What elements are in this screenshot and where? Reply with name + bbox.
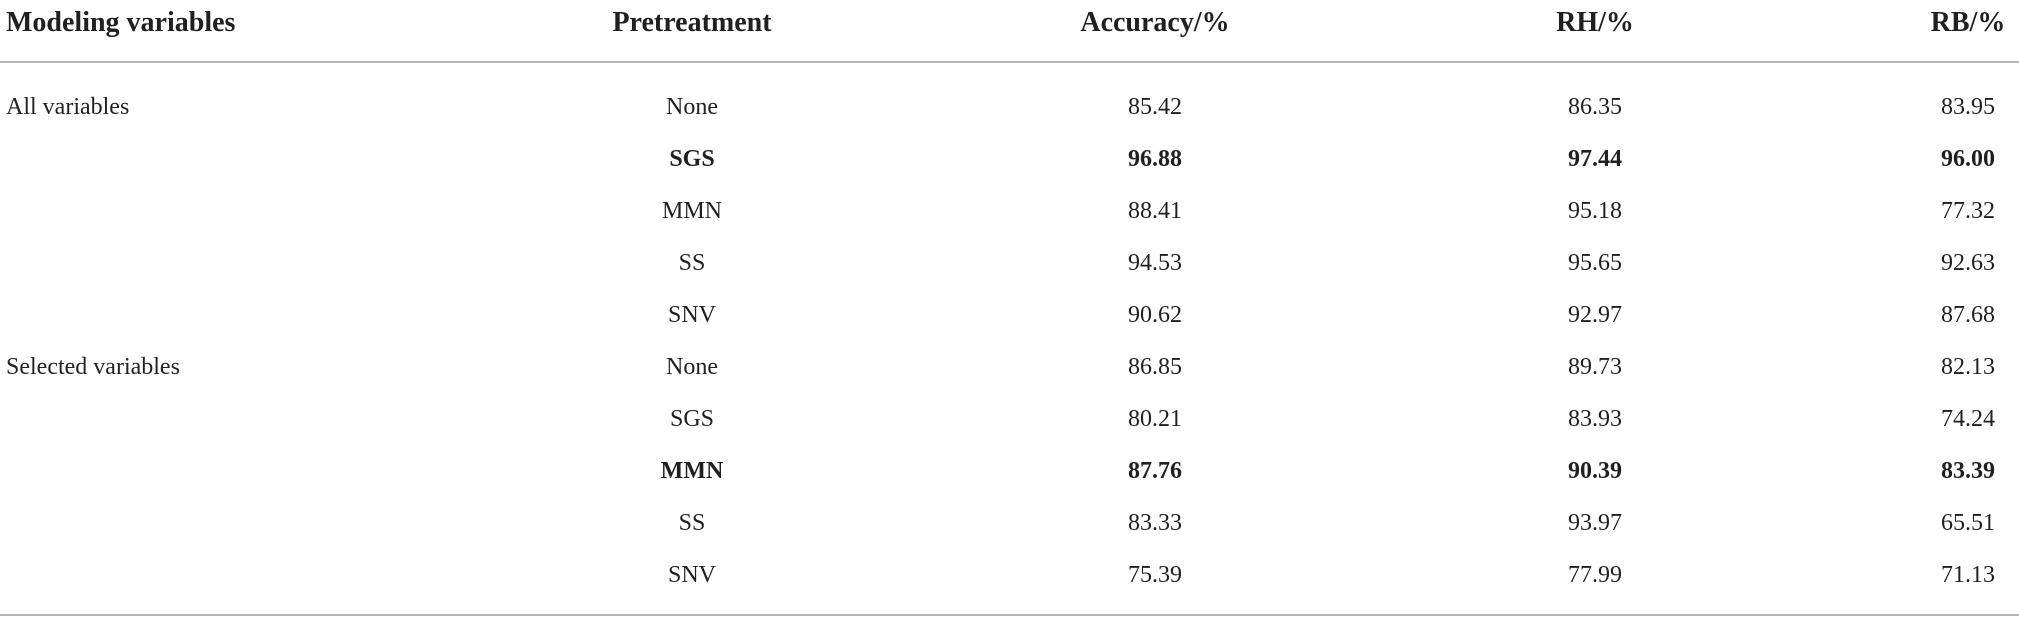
group-cell: All variables	[6, 94, 130, 120]
accuracy-cell: 83.33	[1128, 510, 1182, 536]
rh-cell: 92.97	[1568, 302, 1622, 328]
header-cell: RB/%	[1930, 7, 2006, 38]
rh-cell: 97.44	[1568, 146, 1622, 172]
header-cell: RH/%	[1556, 7, 1634, 38]
accuracy-cell: 96.88	[1128, 146, 1182, 172]
rb-cell: 71.13	[1941, 562, 1995, 588]
accuracy-cell: 90.62	[1128, 302, 1182, 328]
pretreatment-cell: None	[666, 354, 718, 380]
pretreatment-cell: SNV	[667, 562, 717, 588]
pretreatment-cell: SS	[678, 250, 706, 276]
accuracy-cell: 94.53	[1128, 250, 1182, 276]
accuracy-cell: 88.41	[1128, 198, 1182, 224]
rb-cell: 92.63	[1941, 250, 1995, 276]
rb-cell: 83.39	[1941, 458, 1995, 484]
rh-cell: 86.35	[1568, 94, 1622, 120]
pretreatment-cell: MMN	[661, 198, 723, 224]
rh-cell: 93.97	[1568, 510, 1622, 536]
rh-cell: 95.65	[1568, 250, 1622, 276]
rh-cell: 77.99	[1568, 562, 1622, 588]
rh-cell: 95.18	[1568, 198, 1622, 224]
rb-cell: 74.24	[1941, 406, 1995, 432]
pretreatment-cell: SNV	[667, 302, 717, 328]
accuracy-cell: 75.39	[1128, 562, 1182, 588]
rb-cell: 77.32	[1941, 198, 1995, 224]
pretreatment-cell: SGS	[669, 406, 715, 432]
rh-cell: 90.39	[1568, 458, 1622, 484]
rb-cell: 96.00	[1941, 146, 1995, 172]
accuracy-cell: 80.21	[1128, 406, 1182, 432]
accuracy-cell: 85.42	[1128, 94, 1182, 120]
rb-cell: 83.95	[1941, 94, 1995, 120]
rb-cell: 82.13	[1941, 354, 1995, 380]
header-cell: Modeling variables	[6, 7, 236, 38]
pretreatment-cell: SGS	[669, 146, 715, 172]
group-cell: Selected variables	[6, 354, 180, 380]
rh-cell: 89.73	[1568, 354, 1622, 380]
rb-cell: 65.51	[1941, 510, 1995, 536]
header-cell: Accuracy/%	[1080, 7, 1230, 38]
pretreatment-cell: SS	[678, 510, 706, 536]
accuracy-cell: 86.85	[1128, 354, 1182, 380]
header-cell: Pretreatment	[612, 7, 772, 38]
pretreatment-cell: MMN	[660, 458, 724, 484]
rb-cell: 87.68	[1941, 302, 1995, 328]
pretreatment-cell: None	[666, 94, 718, 120]
header-rule	[0, 61, 2019, 63]
bottom-rule	[0, 614, 2019, 616]
rh-cell: 83.93	[1568, 406, 1622, 432]
accuracy-cell: 87.76	[1128, 458, 1182, 484]
